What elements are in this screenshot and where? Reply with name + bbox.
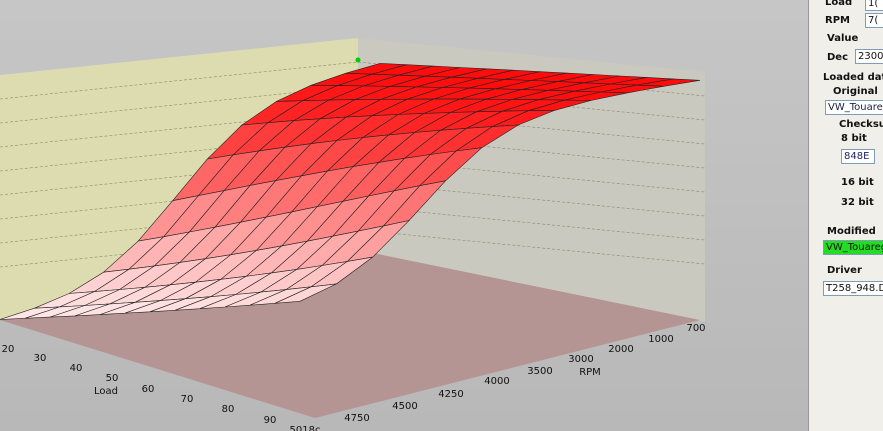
wall-line: [357, 85, 706, 121]
rpm-axis-title: RPM: [579, 367, 601, 378]
field[interactable]: T258_948.DR: [823, 281, 883, 296]
rpm-tick-label: 4750: [344, 413, 369, 424]
group-title: Modified: [827, 226, 876, 237]
wall-line: [357, 157, 706, 193]
surface-plot: 20 30 40 50 60 70 80 90 5018c Load 700 1000 2000 3000…: [0, 0, 808, 431]
rpm-tick-label: 4000: [484, 376, 509, 387]
group-title: Value: [827, 33, 859, 44]
load-tick-label: 50: [106, 373, 119, 384]
wall-line: [357, 61, 706, 97]
label: Dec: [827, 52, 849, 63]
load-tick-label: 90: [264, 415, 277, 426]
load-tick-label: 5018c: [290, 425, 321, 431]
label: 32 bit: [841, 197, 874, 208]
label: Load: [825, 0, 853, 8]
wall-line: [357, 229, 706, 265]
wall-line: [357, 133, 706, 169]
surface-cell: [274, 283, 337, 304]
side-panel: Load 1( RPM 7( Value Dec 2300 Loaded dat…: [808, 0, 883, 431]
field[interactable]: VW_Touareg: [825, 100, 883, 115]
rpm-tick-label: 2000: [608, 344, 633, 355]
field[interactable]: 7(: [865, 13, 883, 28]
wall-line: [357, 181, 706, 217]
load-tick-label: 60: [142, 384, 155, 395]
group-title: Original: [833, 86, 878, 97]
rpm-tick-label: 3500: [527, 366, 552, 377]
rpm-tick-label: 700: [686, 323, 705, 334]
field[interactable]: 2300: [855, 49, 883, 64]
label: 16 bit: [841, 177, 874, 188]
field[interactable]: VW_Touareg_: [823, 240, 883, 255]
load-tick-label: 20: [2, 344, 15, 355]
field[interactable]: 1(: [865, 0, 883, 11]
load-tick-label: 40: [70, 363, 83, 374]
load-tick-label: 80: [222, 404, 235, 415]
rpm-tick-label: 4500: [392, 401, 417, 412]
label: 8 bit: [841, 133, 867, 144]
load-tick-label: 30: [34, 353, 47, 364]
wall-line: [357, 109, 706, 145]
wall-line: [357, 205, 706, 241]
load-tick-label: 70: [181, 394, 194, 405]
group-title: Driver: [827, 265, 862, 276]
label: RPM: [825, 15, 850, 26]
group-title: Checksur: [839, 119, 883, 130]
field[interactable]: 848E: [841, 149, 875, 164]
rpm-tick-label: 1000: [648, 334, 673, 345]
load-axis-title: Load: [94, 386, 118, 397]
rpm-tick-label: 4250: [438, 389, 463, 400]
rpm-tick-label: 3000: [568, 354, 593, 365]
cursor-dot: [355, 57, 361, 63]
group-title: Loaded data: [823, 72, 883, 83]
